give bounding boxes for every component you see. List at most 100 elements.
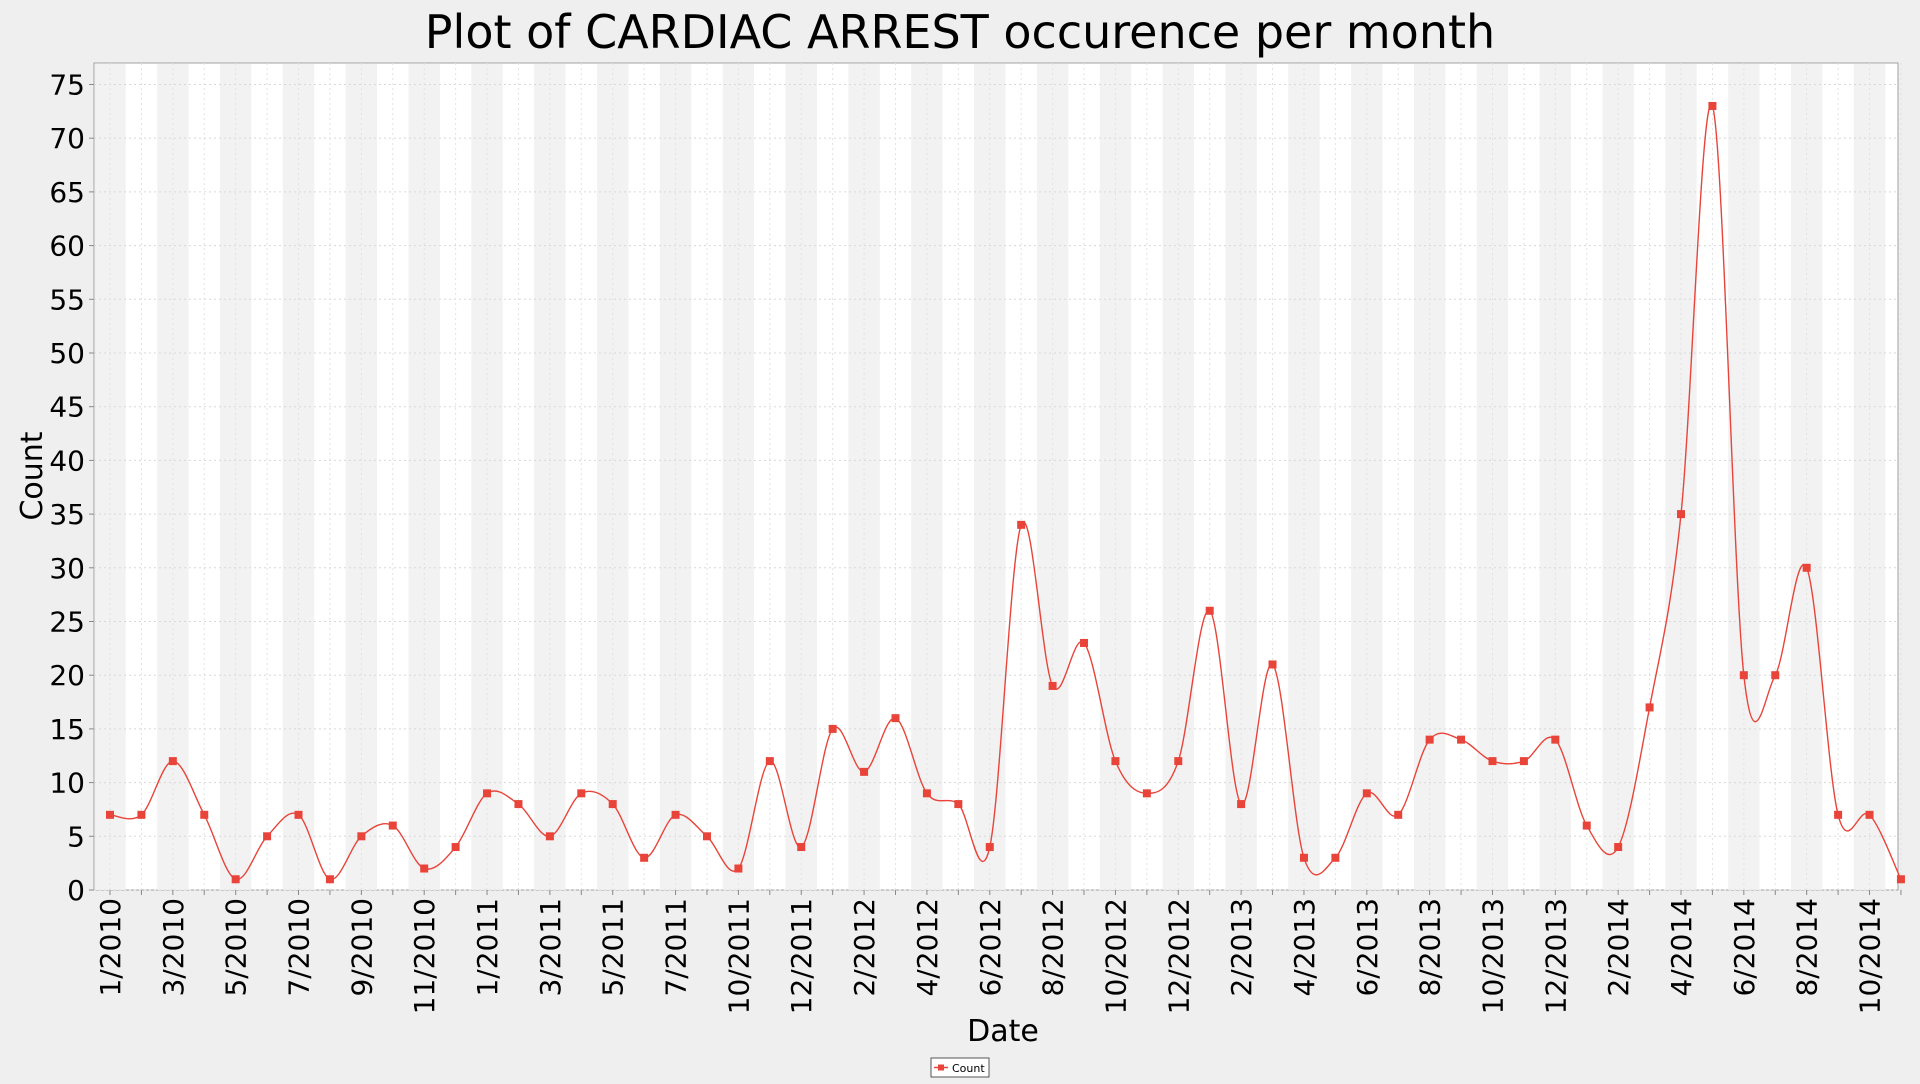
y-tick-label: 75 (49, 68, 85, 101)
y-tick-label: 40 (49, 444, 85, 477)
x-tick-label: 4/2013 (1288, 898, 1321, 997)
data-point (1205, 606, 1214, 615)
data-point (106, 810, 114, 819)
legend-entry-count: Count (952, 1062, 985, 1075)
data-point (1111, 757, 1120, 766)
data-point (985, 843, 994, 852)
band (408, 64, 440, 890)
x-tick-label: 1/2011 (471, 898, 504, 997)
band (1853, 64, 1886, 890)
band (1665, 64, 1697, 890)
data-point (828, 724, 837, 733)
x-axis-ticks: 1/2010 3/2010 5/2010 7/2010 9/2010 11/2010 1/2… (94, 890, 1902, 1014)
y-axis-label: Count (15, 431, 50, 520)
band (785, 64, 817, 890)
data-point (1582, 821, 1591, 830)
x-tick-label: 11/2010 (408, 898, 441, 1014)
y-tick-label: 55 (49, 283, 85, 316)
legend-box (930, 1057, 990, 1078)
legend: Count (930, 1057, 990, 1078)
data-point (640, 853, 649, 862)
x-tick-label: 8/2012 (1037, 898, 1070, 997)
band (95, 64, 126, 890)
x-tick-label: 5/2010 (220, 898, 253, 997)
band (722, 64, 755, 890)
data-point (1457, 735, 1466, 744)
data-point (357, 832, 366, 841)
data-point (200, 810, 209, 819)
data-point (797, 843, 806, 852)
data-point (891, 714, 900, 723)
data-point (514, 800, 523, 809)
band (1602, 64, 1634, 890)
data-point (922, 789, 931, 798)
data-point (954, 800, 963, 809)
data-point (1488, 757, 1497, 766)
data-point (168, 757, 177, 766)
data-point (263, 832, 272, 841)
x-tick-label: 10/2012 (1099, 898, 1132, 1014)
band (1413, 64, 1446, 890)
chart-title: Plot of CARDIAC ARREST occurence per mon… (425, 5, 1495, 59)
band (157, 64, 189, 890)
data-point (1771, 671, 1780, 680)
data-point (734, 864, 743, 873)
y-tick-label: 70 (49, 122, 85, 155)
x-tick-label: 6/2012 (974, 898, 1007, 997)
band (471, 64, 503, 890)
data-point (1865, 810, 1874, 819)
y-tick-label: 0 (67, 874, 85, 907)
x-tick-label: 3/2011 (534, 898, 567, 997)
y-tick-label: 65 (49, 176, 85, 209)
x-axis-label: Date (967, 1014, 1039, 1049)
data-point (231, 875, 240, 884)
y-tick-label: 10 (49, 767, 85, 800)
data-point (1299, 853, 1308, 862)
x-tick-label: 12/2011 (785, 898, 818, 1014)
y-tick-label: 5 (67, 820, 85, 853)
x-tick-label: 2/2012 (848, 898, 881, 997)
data-point (1268, 660, 1277, 669)
x-tick-label: 2/2013 (1225, 898, 1258, 997)
data-point (1614, 843, 1623, 852)
x-tick-label: 7/2011 (660, 898, 693, 997)
band (1351, 64, 1383, 890)
data-point (420, 864, 429, 873)
x-tick-label: 3/2010 (157, 898, 190, 997)
data-point (325, 875, 334, 884)
data-point (577, 789, 586, 798)
data-point (1237, 800, 1246, 809)
data-point (1080, 638, 1089, 647)
data-point (1174, 757, 1183, 766)
data-point (1802, 563, 1811, 572)
y-tick-label: 15 (49, 713, 85, 746)
data-point (1896, 875, 1905, 884)
data-point (1677, 510, 1685, 519)
band (1162, 64, 1194, 890)
band (345, 64, 378, 890)
data-point (1331, 853, 1340, 862)
band (659, 64, 692, 890)
y-tick-label: 20 (49, 659, 85, 692)
x-tick-label: 6/2013 (1351, 898, 1384, 997)
data-point (483, 789, 492, 798)
band (1036, 64, 1069, 890)
x-tick-label: 5/2011 (597, 898, 630, 997)
data-point (765, 757, 774, 766)
y-tick-label: 35 (49, 498, 85, 531)
x-tick-label: 6/2014 (1728, 898, 1761, 997)
band (534, 64, 566, 890)
band (1476, 64, 1509, 890)
x-tick-label: 8/2014 (1791, 898, 1824, 997)
legend-marker (938, 1064, 944, 1071)
data-point (1645, 703, 1654, 712)
y-axis-ticks: 0 5 10 15 20 25 30 35 40 45 50 55 60 65 70 75 (49, 68, 94, 907)
x-tick-label: 10/2011 (722, 898, 755, 1014)
x-tick-label: 2/2014 (1602, 898, 1635, 997)
data-point (671, 810, 680, 819)
band (1539, 64, 1572, 890)
data-point (1017, 520, 1026, 529)
data-point (608, 800, 617, 809)
data-point (860, 767, 869, 776)
